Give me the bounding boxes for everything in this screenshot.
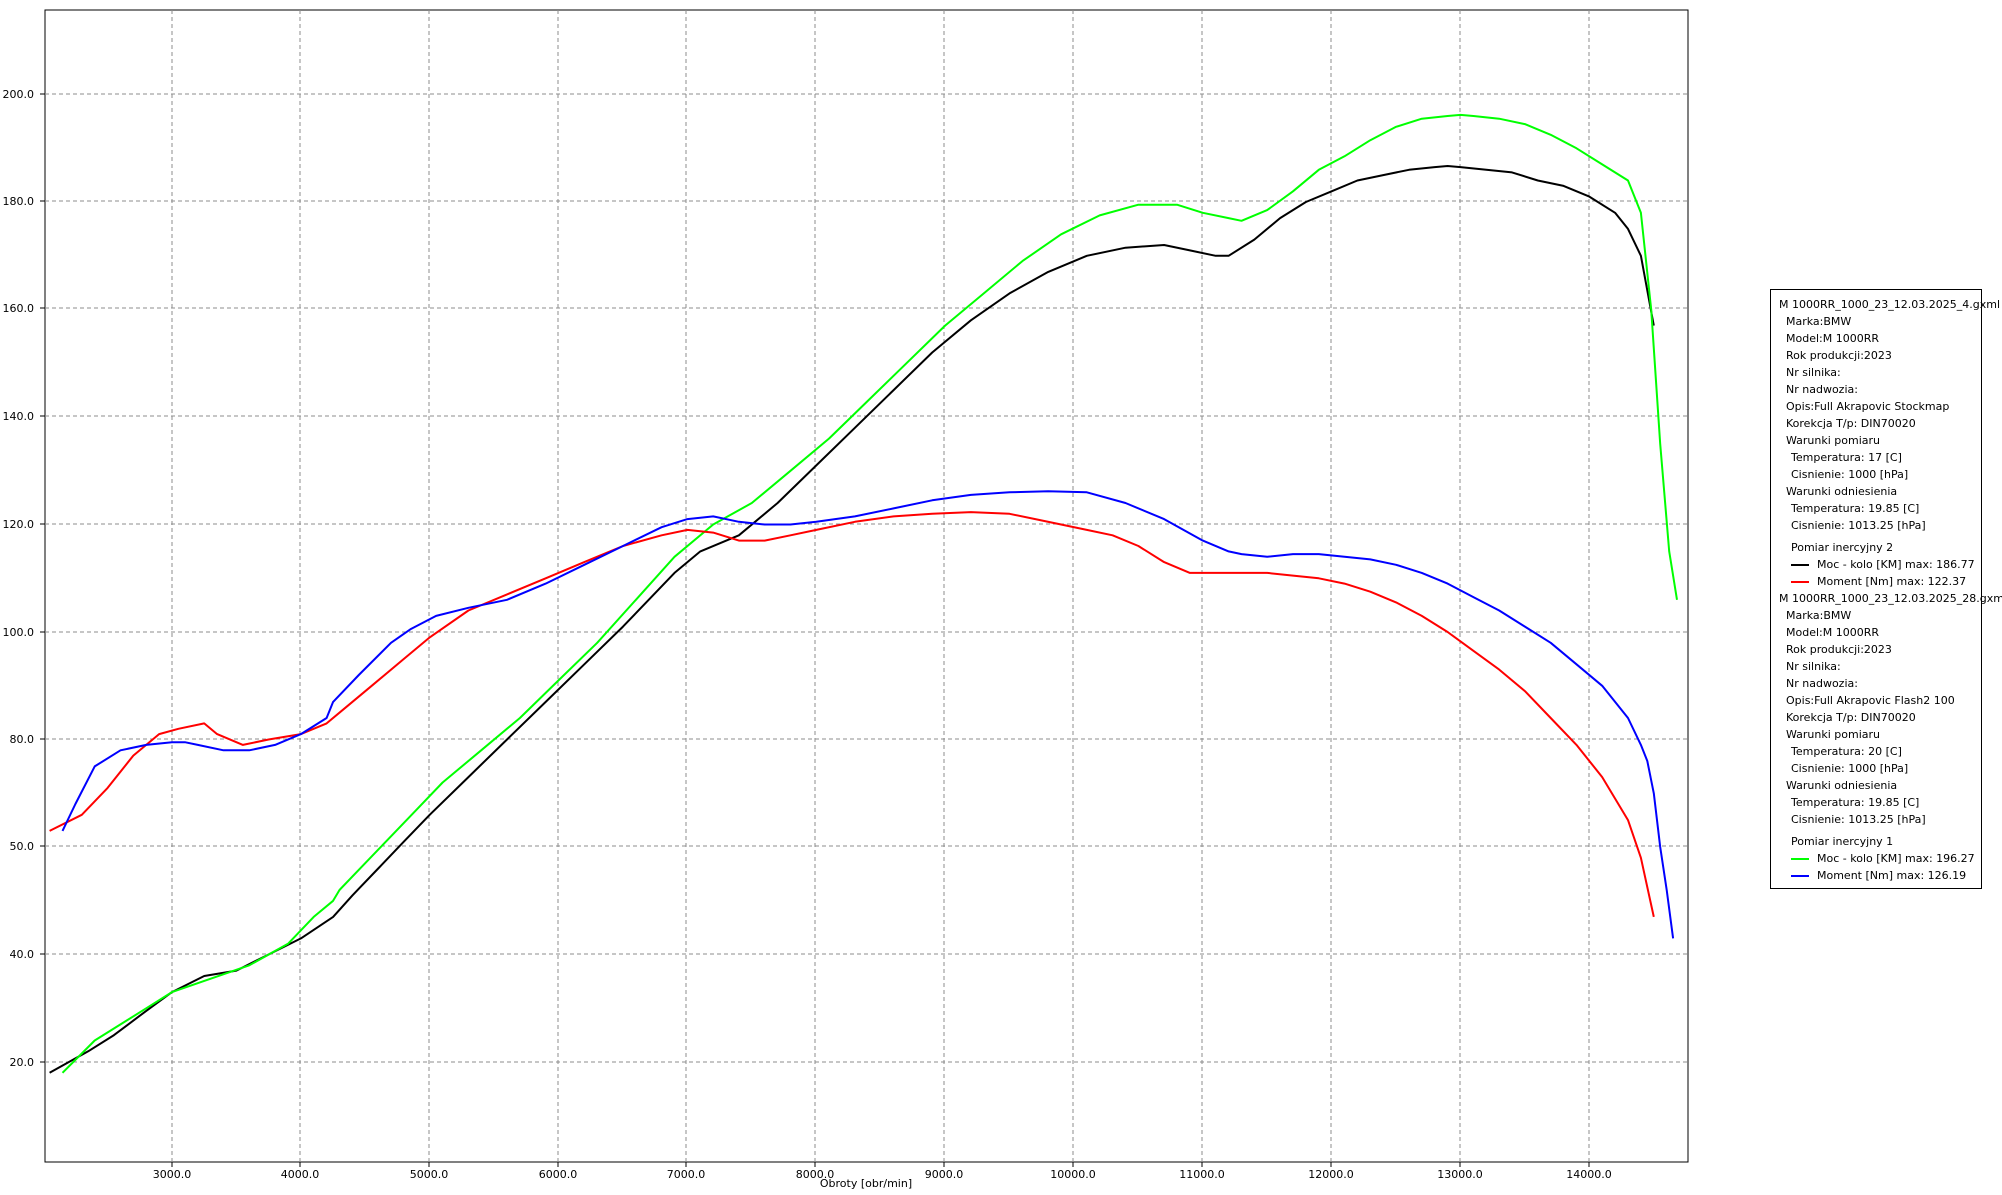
- legend-series-label: Moc - kolo [KM] max: 196.27: [1817, 852, 1975, 865]
- x-axis-label: Obroty [obr/min]: [820, 1177, 912, 1190]
- legend-series-label: Moc - kolo [KM] max: 186.77: [1817, 558, 1975, 571]
- legend-info-line: Nr nadwozia:: [1786, 383, 1858, 396]
- legend-inertia-label: Pomiar inercyjny 1: [1791, 835, 1894, 848]
- legend-file-name: M 1000RR_1000_23_12.03.2025_28.gxml: [1779, 592, 2002, 605]
- legend-file-name: M 1000RR_1000_23_12.03.2025_4.gxml: [1779, 298, 2000, 311]
- y-tick-label: 160.0: [3, 302, 35, 315]
- x-tick-label: 12000.0: [1308, 1168, 1354, 1181]
- legend-info-line: Rok produkcji:2023: [1786, 643, 1892, 656]
- legend-color-swatch: [1791, 580, 1809, 583]
- legend-reference-line: Temperatura: 19.85 [C]: [1791, 502, 1920, 515]
- x-tick-label: 13000.0: [1437, 1168, 1483, 1181]
- legend-info-line: Opis:Full Akrapovic Stockmap: [1786, 400, 1950, 413]
- y-tick-label: 40.0: [10, 948, 35, 961]
- legend-series-entry: Moment [Nm] max: 126.19: [1779, 867, 1975, 884]
- legend-reference-line: Temperatura: 19.85 [C]: [1791, 796, 1920, 809]
- legend-series-label: Moment [Nm] max: 122.37: [1817, 575, 1967, 588]
- legend-info-line: Warunki pomiaru: [1786, 434, 1881, 447]
- x-tick-label: 6000.0: [539, 1168, 578, 1181]
- legend-inertia-label: Pomiar inercyjny 2: [1791, 541, 1894, 554]
- plot-area: [44, 9, 1689, 1163]
- x-tick-label: 10000.0: [1050, 1168, 1096, 1181]
- legend-info-line: Warunki pomiaru: [1786, 728, 1881, 741]
- y-tick-label: 80.0: [10, 733, 35, 746]
- y-tick-label: 50.0: [10, 840, 35, 853]
- x-tick-label: 7000.0: [667, 1168, 706, 1181]
- y-tick-label: 180.0: [3, 195, 35, 208]
- y-tick-label: 200.0: [3, 88, 35, 101]
- legend-info-line: Nr silnika:: [1786, 660, 1841, 673]
- legend-series-entry: Moment [Nm] max: 122.37: [1779, 573, 1975, 590]
- y-tick-label: 120.0: [3, 518, 35, 531]
- legend-color-swatch: [1791, 857, 1809, 860]
- series-line-3: [49, 511, 1655, 918]
- legend-info-line: Nr silnika:: [1786, 366, 1841, 379]
- x-axis-ticks: 3000.0 4000.0 5000.0 6000.0 7000.0 8000.0 9000…: [153, 1162, 1612, 1181]
- y-axis-ticks: 20.0 40.0 50.0 80.0 100.0 120.0 140.0 160.0 180.…: [3, 88, 45, 1069]
- legend-series-label: Moment [Nm] max: 126.19: [1817, 869, 1967, 882]
- dyno-chart: 20.0 40.0 50.0 80.0 100.0 120.0 140.0 160.0 180.…: [3, 9, 1689, 1190]
- legend-series-entry: Moc - kolo [KM] max: 196.27: [1779, 850, 1975, 867]
- legend-info-line: Nr nadwozia:: [1786, 677, 1858, 690]
- y-tick-label: 20.0: [10, 1056, 35, 1069]
- y-tick-label: 100.0: [3, 626, 35, 639]
- legend-info-line: Marka:BMW: [1786, 609, 1852, 622]
- x-tick-label: 5000.0: [410, 1168, 449, 1181]
- legend-reference-label: Warunki odniesienia: [1786, 779, 1898, 792]
- x-tick-label: 14000.0: [1566, 1168, 1612, 1181]
- legend-reference-label: Warunki odniesienia: [1786, 485, 1898, 498]
- x-tick-label: 9000.0: [925, 1168, 964, 1181]
- legend-info-line: Model:M 1000RR: [1786, 626, 1880, 639]
- legend-info-line: Model:M 1000RR: [1786, 332, 1880, 345]
- legend-measure-line: Temperatura: 17 [C]: [1791, 451, 1902, 464]
- series-line-2: [61, 113, 1678, 1074]
- legend-info-line: Opis:Full Akrapovic Flash2 100: [1786, 694, 1955, 707]
- legend-measure-line: Cisnienie: 1000 [hPa]: [1791, 762, 1909, 775]
- x-tick-label: 4000.0: [281, 1168, 320, 1181]
- x-tick-label: 8000.0: [796, 1168, 835, 1181]
- legend-color-swatch: [1791, 874, 1809, 877]
- legend-color-swatch: [1791, 563, 1809, 566]
- x-tick-label: 3000.0: [153, 1168, 192, 1181]
- legend-info-line: Korekcja T/p: DIN70020: [1786, 417, 1916, 430]
- legend-info-line: Marka:BMW: [1786, 315, 1852, 328]
- series-line-1: [49, 165, 1655, 1074]
- legend-box: M 1000RR_1000_23_12.03.2025_4.gxml Marka:…: [1770, 289, 2002, 889]
- legend-measure-line: Cisnienie: 1000 [hPa]: [1791, 468, 1909, 481]
- series-line-4: [61, 490, 1675, 939]
- legend-info-line: Rok produkcji:2023: [1786, 349, 1892, 362]
- legend-series-entry: Moc - kolo [KM] max: 186.77: [1779, 556, 1975, 573]
- legend-reference-line: Cisnienie: 1013.25 [hPa]: [1791, 519, 1926, 532]
- x-tick-label: 11000.0: [1179, 1168, 1225, 1181]
- legend-measure-line: Temperatura: 20 [C]: [1791, 745, 1902, 758]
- y-tick-label: 140.0: [3, 410, 35, 423]
- series-lines: [49, 113, 1678, 1074]
- legend-info-line: Korekcja T/p: DIN70020: [1786, 711, 1916, 724]
- legend-reference-line: Cisnienie: 1013.25 [hPa]: [1791, 813, 1926, 826]
